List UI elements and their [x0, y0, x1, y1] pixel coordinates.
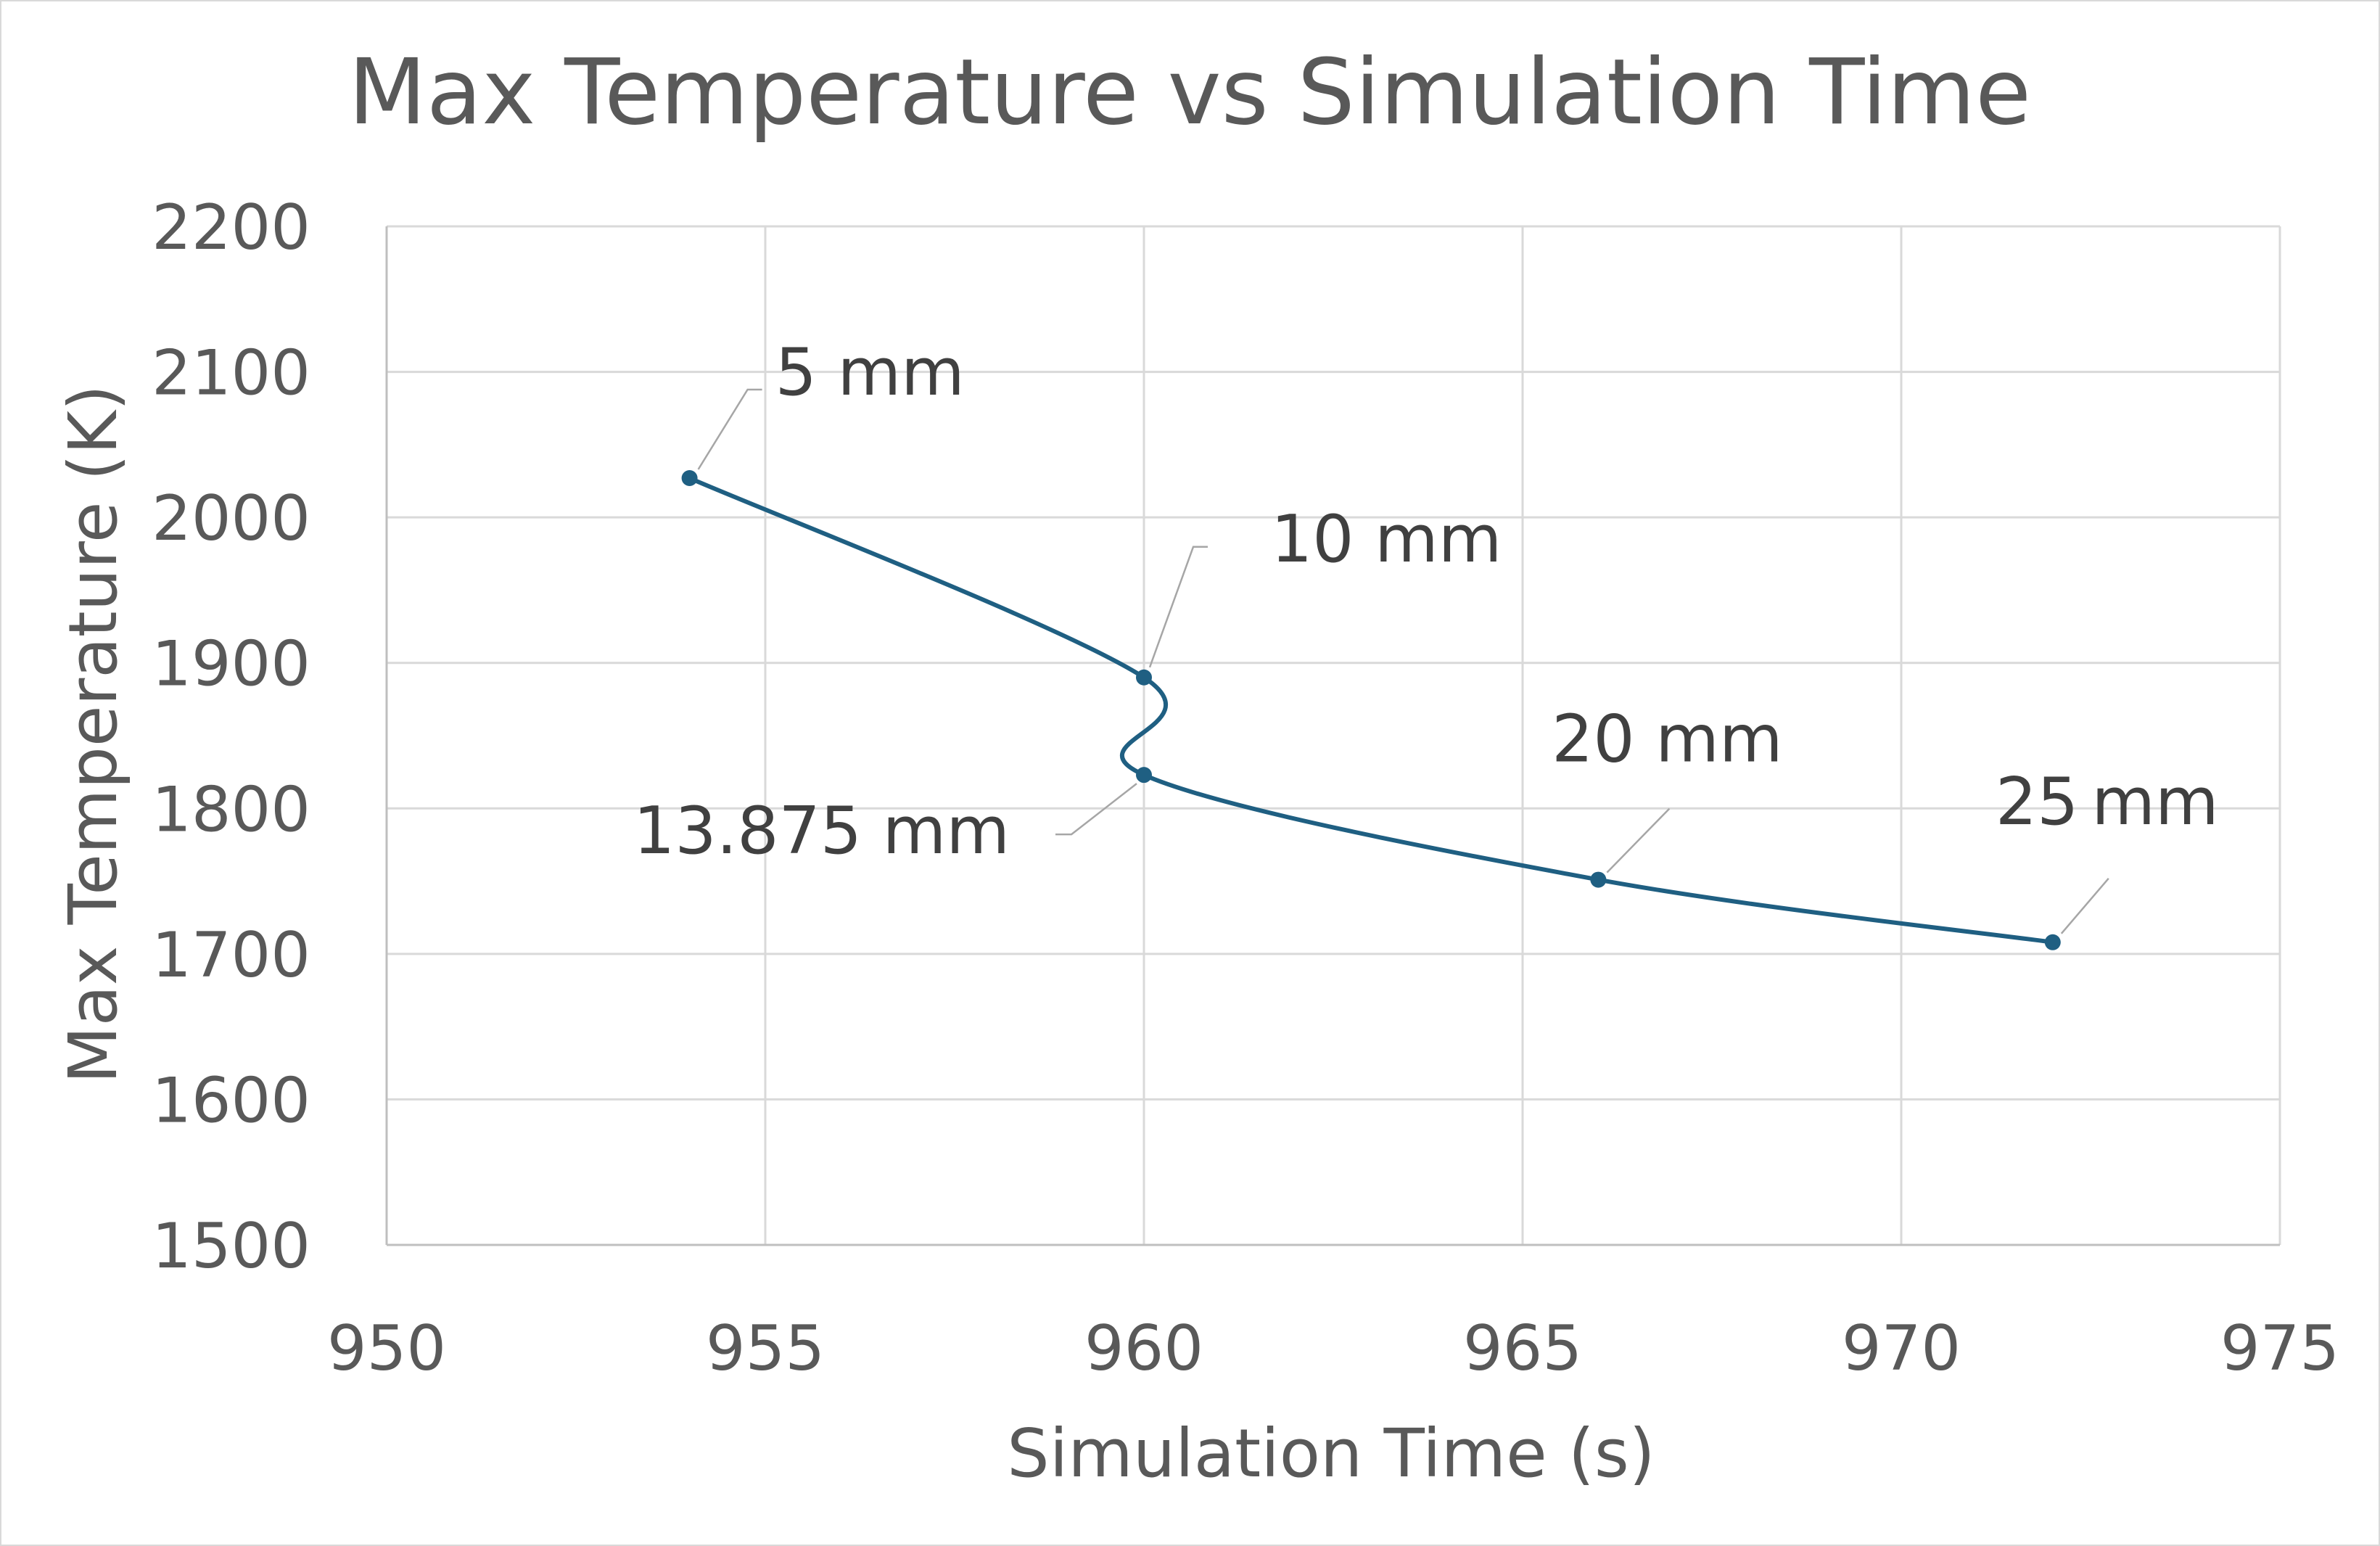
x-axis-title: Simulation Time (s) — [1007, 1415, 1655, 1492]
x-tick-label: 950 — [327, 1312, 446, 1385]
x-tick-label: 960 — [1084, 1312, 1203, 1385]
axes — [385, 226, 2280, 1246]
y-tick-label: 1500 — [152, 1210, 310, 1283]
x-tick-label: 965 — [1463, 1312, 1582, 1385]
label-leader-line — [1606, 807, 1671, 873]
data-point — [1136, 767, 1152, 784]
x-tick-label: 975 — [2220, 1312, 2339, 1385]
y-tick-label: 1800 — [152, 773, 310, 846]
label-leader-line — [697, 388, 762, 470]
chart-title: Max Temperature vs Simulation Time — [348, 40, 2031, 145]
data-point — [681, 469, 698, 486]
y-tick-label: 2200 — [152, 192, 310, 264]
data-point — [1590, 871, 1607, 888]
data-label: 25 mm — [1996, 764, 2219, 840]
series-group — [681, 469, 2061, 950]
y-tick-label: 1700 — [152, 919, 310, 992]
y-tick-label: 2100 — [152, 337, 310, 410]
y-tick-label: 1600 — [152, 1064, 310, 1137]
y-axis-ticks: 1500 1600 1700 1800 1900 2000 2100 2200 — [152, 192, 310, 1283]
x-tick-label: 955 — [706, 1312, 825, 1385]
data-label: 13.875 mm — [633, 793, 1010, 869]
y-axis-title: Max Temperature (K) — [54, 385, 132, 1084]
y-tick-label: 1900 — [152, 628, 310, 701]
x-tick-label: 970 — [1842, 1312, 1961, 1385]
label-leader-line — [2060, 877, 2109, 934]
data-labels: 5 mm 10 mm 13.875 mm 20 mm 25 mm — [633, 334, 2219, 934]
x-axis-ticks: 950 955 960 965 970 975 — [327, 1312, 2339, 1385]
data-point — [2044, 934, 2061, 950]
data-label: 10 mm — [1271, 501, 1502, 577]
y-tick-label: 2000 — [152, 482, 310, 555]
data-point — [1136, 669, 1152, 686]
label-leader-line — [1055, 783, 1137, 836]
gridlines — [387, 225, 2281, 1245]
data-label: 20 mm — [1552, 702, 1782, 778]
label-leader-line — [1148, 546, 1208, 668]
data-label: 5 mm — [775, 334, 965, 411]
